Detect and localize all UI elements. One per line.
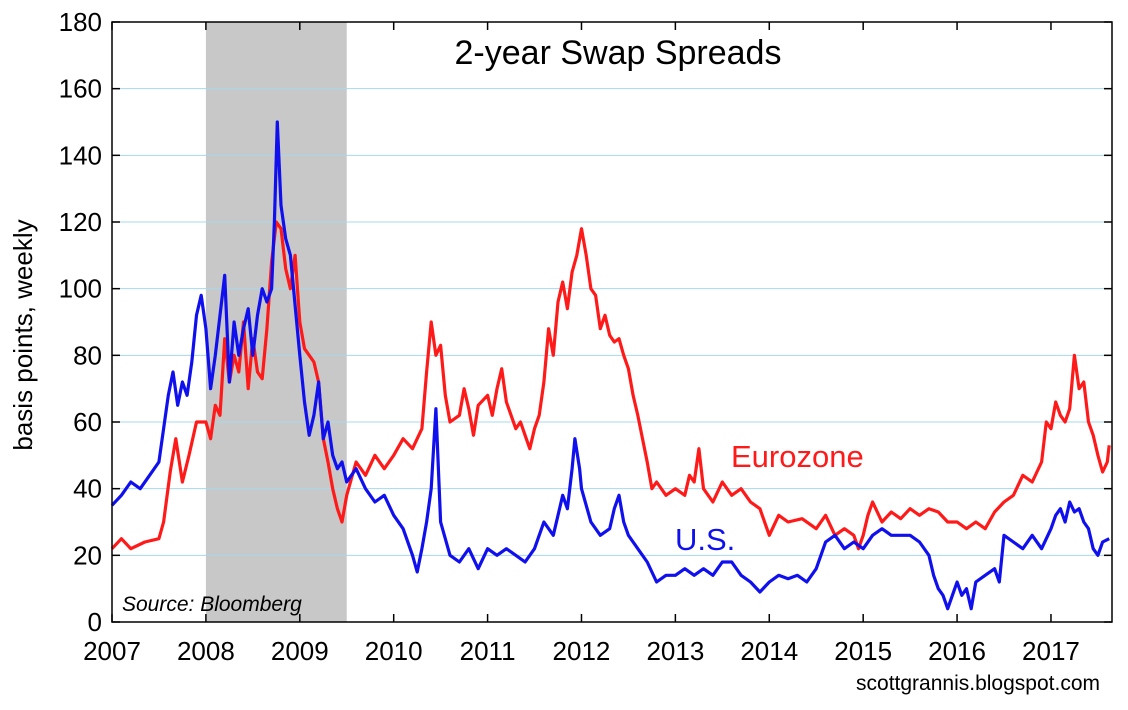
series-label-us: U.S. (675, 522, 735, 557)
y-tick-label: 80 (73, 340, 102, 370)
x-tick-label: 2015 (834, 636, 892, 666)
y-tick-label: 0 (88, 607, 102, 637)
y-tick-label: 160 (59, 74, 102, 104)
source-note: Source: Bloomberg (122, 593, 302, 616)
series-label-eurozone: Eurozone (731, 439, 864, 474)
y-tick-label: 180 (59, 7, 102, 37)
blog-credit: scottgrannis.blogspot.com (856, 672, 1100, 695)
plot-frame (111, 21, 1113, 623)
x-tick-label: 2008 (177, 636, 235, 666)
x-tick-label: 2009 (271, 636, 329, 666)
y-tick-label: 60 (73, 407, 102, 437)
x-tick-label: 2013 (646, 636, 704, 666)
x-tick-label: 2010 (365, 636, 423, 666)
y-tick-label: 140 (59, 140, 102, 170)
y-tick-label: 120 (59, 207, 102, 237)
x-tick-label: 2011 (460, 636, 516, 666)
y-tick-label: 20 (73, 540, 102, 570)
chart-title: 2-year Swap Spreads (455, 34, 782, 72)
y-tick-label: 100 (59, 274, 102, 304)
x-tick-label: 2014 (740, 636, 798, 666)
series-line-eurozone (110, 220, 1111, 551)
y-axis-label: basis points, weekly (8, 219, 38, 450)
y-tick-label: 40 (73, 474, 102, 504)
x-tick-label: 2016 (928, 636, 986, 666)
series-line-us (110, 120, 1110, 611)
x-tick-label: 2017 (1022, 636, 1080, 666)
x-tick-label: 2007 (83, 636, 141, 666)
x-tick-label: 2012 (553, 636, 611, 666)
